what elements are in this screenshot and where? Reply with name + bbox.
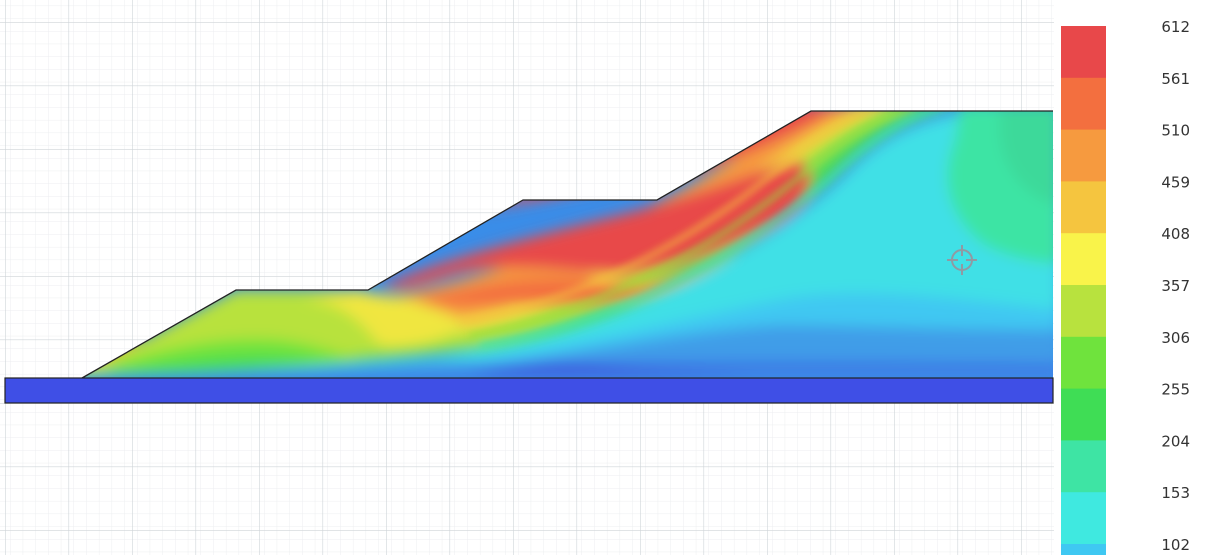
legend-label: 357 — [1161, 277, 1190, 295]
legend-swatch — [1061, 77, 1106, 131]
legend-label: 408 — [1161, 225, 1190, 243]
legend-label: 510 — [1161, 122, 1190, 140]
legend-swatch — [1061, 544, 1106, 555]
legend-label: 612 — [1161, 18, 1190, 36]
legend-swatch — [1061, 181, 1106, 234]
legend-panel: 612 561 510 459 408 357 306 255 204 153 102 — [1054, 0, 1210, 555]
legend-swatch — [1061, 233, 1106, 286]
legend-swatch — [1061, 285, 1106, 338]
legend-label: 561 — [1161, 70, 1190, 88]
legend-swatch — [1061, 388, 1106, 441]
legend-label: 204 — [1161, 432, 1190, 450]
legend-label: 255 — [1161, 381, 1190, 399]
legend-swatch — [1061, 336, 1106, 390]
legend-color-bar — [1061, 26, 1106, 555]
legend-label: 306 — [1161, 329, 1190, 347]
legend-label: 102 — [1161, 536, 1190, 554]
legend-label: 153 — [1161, 484, 1190, 502]
legend-swatch — [1061, 129, 1106, 182]
legend-label: 459 — [1161, 173, 1190, 191]
legend-swatch — [1061, 492, 1106, 545]
legend-swatch — [1061, 26, 1106, 79]
legend-swatch — [1061, 440, 1106, 493]
slope-outline[interactable] — [81, 110, 1053, 379]
legend-labels: 612 561 510 459 408 357 306 255 204 153 102 — [1161, 18, 1190, 554]
crosshair-cursor-icon — [947, 245, 977, 275]
foundation-layer[interactable] — [4, 377, 1054, 404]
